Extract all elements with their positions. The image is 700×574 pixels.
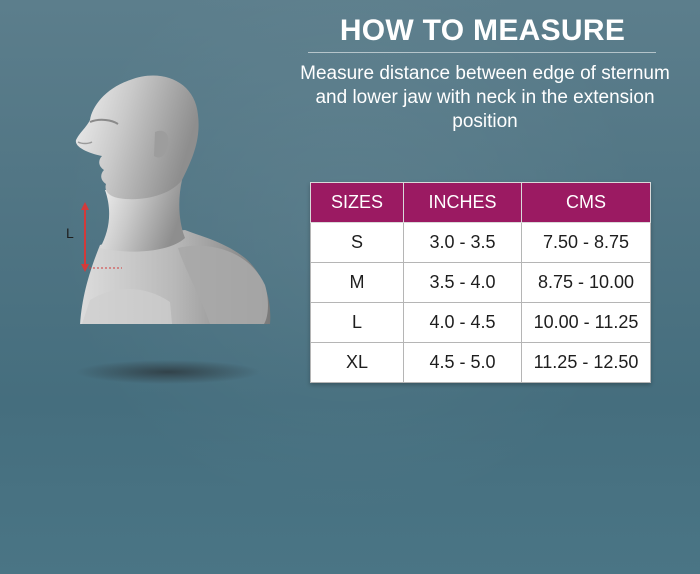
- table-row: XL 4.5 - 5.0 11.25 - 12.50: [310, 342, 651, 383]
- measure-instructions: Measure distance between edge of sternum…: [300, 63, 670, 132]
- column-header-cms: CMS: [521, 182, 651, 223]
- inches-cell: 3.0 - 3.5: [403, 222, 522, 263]
- shoulder-shape: [178, 245, 268, 324]
- ear-shape: [154, 130, 169, 158]
- cms-cell: 7.50 - 8.75: [521, 222, 651, 263]
- head-shape: [75, 75, 199, 200]
- table-row: M 3.5 - 4.0 8.75 - 10.00: [310, 262, 651, 303]
- table-row: S 3.0 - 3.5 7.50 - 8.75: [310, 222, 651, 263]
- size-chart-table: SIZES INCHES CMS S 3.0 - 3.5 7.50 - 8.75…: [310, 182, 651, 383]
- cms-cell: 11.25 - 12.50: [521, 342, 651, 383]
- inches-cell: 4.0 - 4.5: [403, 302, 522, 343]
- cms-cell: 10.00 - 11.25: [521, 302, 651, 343]
- size-cell: XL: [310, 342, 404, 383]
- title-divider: [308, 52, 656, 53]
- table-row: L 4.0 - 4.5 10.00 - 11.25: [310, 302, 651, 343]
- measure-label: L: [66, 225, 74, 241]
- column-header-sizes: SIZES: [310, 182, 404, 223]
- table-header-row: SIZES INCHES CMS: [310, 182, 651, 223]
- page-title: HOW TO MEASURE: [339, 14, 626, 47]
- size-cell: L: [310, 302, 404, 343]
- column-header-inches: INCHES: [403, 182, 522, 223]
- cms-cell: 8.75 - 10.00: [521, 262, 651, 303]
- size-cell: S: [310, 222, 404, 263]
- measurement-guide: [81, 202, 122, 272]
- inches-cell: 4.5 - 5.0: [403, 342, 522, 383]
- size-cell: M: [310, 262, 404, 303]
- inches-cell: 3.5 - 4.0: [403, 262, 522, 303]
- figure-shadow: [76, 360, 260, 384]
- head-neck-illustration: L: [60, 70, 290, 390]
